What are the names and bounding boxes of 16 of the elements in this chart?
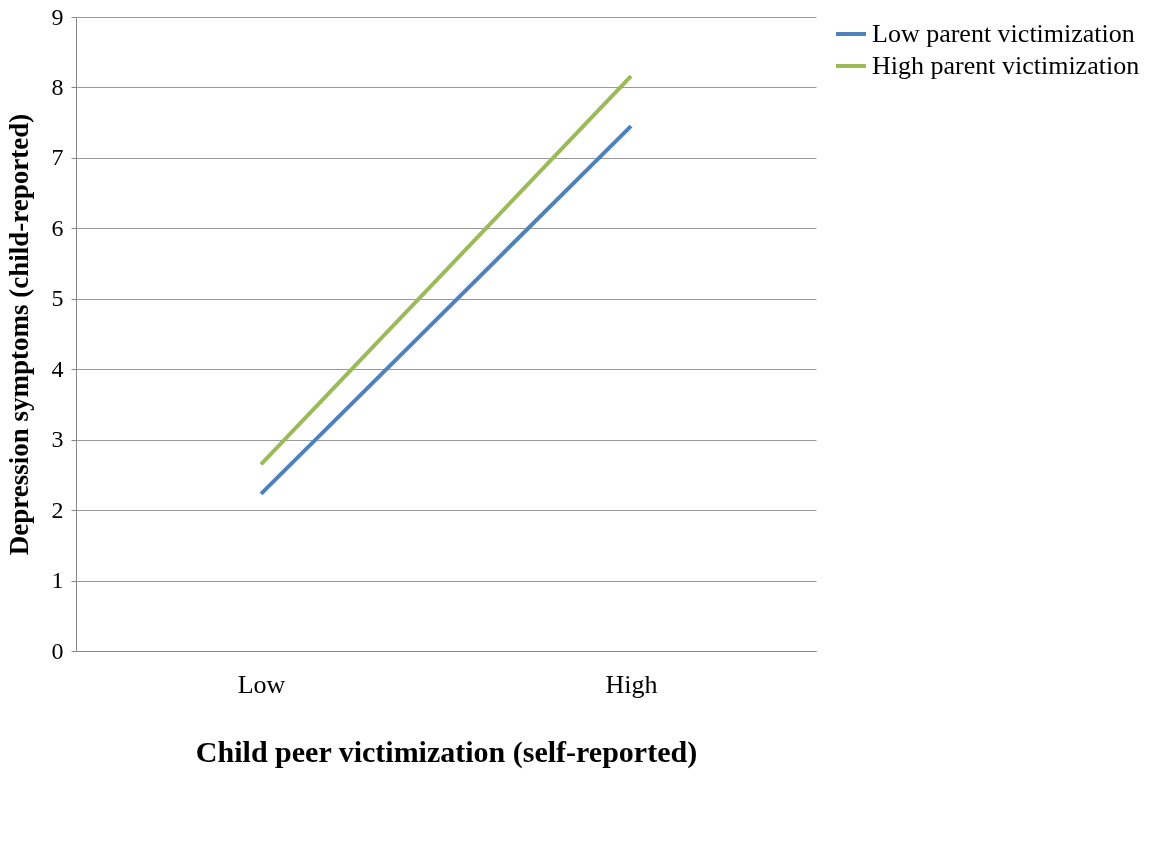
y-tick-label: 6 xyxy=(51,214,64,241)
legend-label: High parent victimization xyxy=(872,51,1140,80)
legend-label: Low parent victimization xyxy=(872,19,1135,48)
x-tick-label: High xyxy=(605,669,658,699)
y-tick-label: 5 xyxy=(51,285,64,312)
y-axis-title: Depression symptoms (child-reported) xyxy=(3,113,34,556)
x-tick-label: Low xyxy=(237,669,286,699)
y-tick-label: 2 xyxy=(51,496,64,523)
x-axis-title: Child peer victimization (self-reported) xyxy=(195,734,698,769)
y-tick-label: 3 xyxy=(51,426,64,453)
y-tick-label: 8 xyxy=(51,73,64,100)
y-tick-label: 9 xyxy=(51,3,64,30)
y-tick-label: 4 xyxy=(51,355,64,382)
y-tick-label: 0 xyxy=(51,637,64,664)
y-tick-label: 1 xyxy=(51,567,64,594)
y-tick-label: 7 xyxy=(51,144,64,171)
